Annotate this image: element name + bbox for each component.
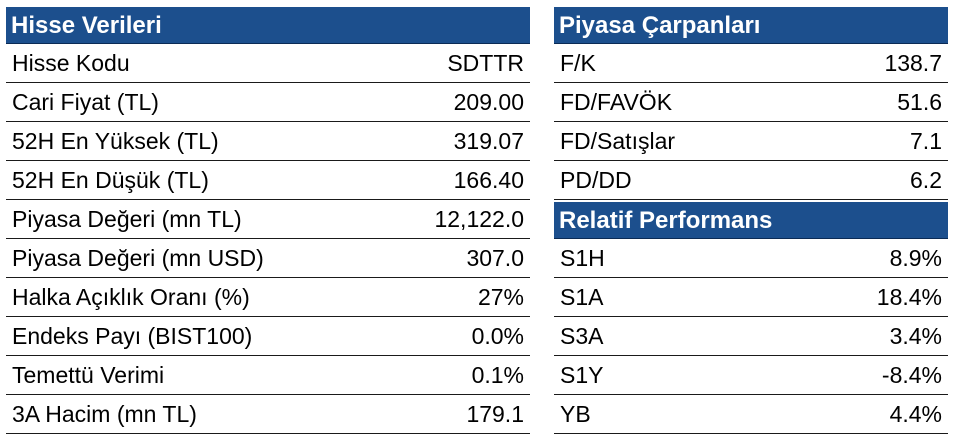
table-row: 52H En Düşük (TL) 166.40 bbox=[6, 161, 530, 200]
multiples-and-performance-tables: Piyasa Çarpanları F/K 138.7 FD/FAVÖK 51.… bbox=[554, 7, 948, 434]
row-value: 3.4% bbox=[889, 322, 942, 349]
row-label: 52H En Yüksek (TL) bbox=[12, 127, 219, 154]
row-label: Piyasa Değeri (mn USD) bbox=[12, 244, 264, 271]
row-value: 0.0% bbox=[471, 322, 524, 349]
row-value: -8.4% bbox=[881, 361, 942, 388]
row-label: Hisse Kodu bbox=[12, 49, 130, 76]
table-row: 52H En Yüksek (TL) 319.07 bbox=[6, 122, 530, 161]
row-label: Endeks Payı (BIST100) bbox=[12, 322, 253, 349]
table-row: F/K 138.7 bbox=[554, 44, 948, 83]
market-multiples-header: Piyasa Çarpanları bbox=[554, 7, 948, 44]
table-row: 3A Hacim (mn TL) 179.1 bbox=[6, 395, 530, 434]
table-row: FD/FAVÖK 51.6 bbox=[554, 83, 948, 122]
row-value: SDTTR bbox=[447, 49, 524, 76]
table-row: S1H 8.9% bbox=[554, 239, 948, 278]
table-row: Endeks Payı (BIST100) 0.0% bbox=[6, 317, 530, 356]
table-row: S1A 18.4% bbox=[554, 278, 948, 317]
table-row: Cari Fiyat (TL) 209.00 bbox=[6, 83, 530, 122]
row-label: 52H En Düşük (TL) bbox=[12, 166, 209, 193]
row-value: 209.00 bbox=[453, 88, 524, 115]
row-value: 7.1 bbox=[910, 127, 942, 154]
row-label: Cari Fiyat (TL) bbox=[12, 88, 159, 115]
row-label: Piyasa Değeri (mn TL) bbox=[12, 205, 242, 232]
table-row: Halka Açıklık Oranı (%) 27% bbox=[6, 278, 530, 317]
relative-performance-header: Relatif Performans bbox=[554, 202, 948, 239]
table-row: Temettü Verimi 0.1% bbox=[6, 356, 530, 395]
row-label: F/K bbox=[560, 49, 596, 76]
stock-data-table: Hisse Verileri Hisse Kodu SDTTR Cari Fiy… bbox=[6, 7, 530, 434]
table-row: S1Y -8.4% bbox=[554, 356, 948, 395]
row-value: 27% bbox=[477, 283, 524, 310]
table-row: S3A 3.4% bbox=[554, 317, 948, 356]
row-label: Temettü Verimi bbox=[12, 361, 165, 388]
table-row: FD/Satışlar 7.1 bbox=[554, 122, 948, 161]
row-label: FD/FAVÖK bbox=[560, 88, 673, 115]
row-label: S1H bbox=[560, 244, 605, 271]
table-row: Piyasa Değeri (mn TL) 12,122.0 bbox=[6, 200, 530, 239]
row-label: FD/Satışlar bbox=[560, 127, 676, 154]
row-label: Halka Açıklık Oranı (%) bbox=[12, 283, 250, 310]
row-label: PD/DD bbox=[560, 166, 632, 193]
row-value: 307.0 bbox=[466, 244, 524, 271]
row-value: 6.2 bbox=[910, 166, 942, 193]
stock-data-header: Hisse Verileri bbox=[6, 7, 530, 44]
table-row: Hisse Kodu SDTTR bbox=[6, 44, 530, 83]
row-value: 18.4% bbox=[876, 283, 942, 310]
row-label: YB bbox=[560, 400, 591, 427]
table-row: Piyasa Değeri (mn USD) 307.0 bbox=[6, 239, 530, 278]
row-value: 51.6 bbox=[897, 88, 942, 115]
row-label: 3A Hacim (mn TL) bbox=[12, 400, 197, 427]
table-row: PD/DD 6.2 bbox=[554, 161, 948, 200]
row-value: 166.40 bbox=[453, 166, 524, 193]
row-value: 0.1% bbox=[471, 361, 524, 388]
row-value: 138.7 bbox=[884, 49, 942, 76]
row-value: 8.9% bbox=[889, 244, 942, 271]
row-label: S3A bbox=[560, 322, 604, 349]
table-row: YB 4.4% bbox=[554, 395, 948, 434]
row-value: 12,122.0 bbox=[434, 205, 524, 232]
row-value: 319.07 bbox=[453, 127, 524, 154]
row-value: 4.4% bbox=[889, 400, 942, 427]
row-label: S1Y bbox=[560, 361, 604, 388]
row-value: 179.1 bbox=[466, 400, 524, 427]
row-label: S1A bbox=[560, 283, 604, 310]
